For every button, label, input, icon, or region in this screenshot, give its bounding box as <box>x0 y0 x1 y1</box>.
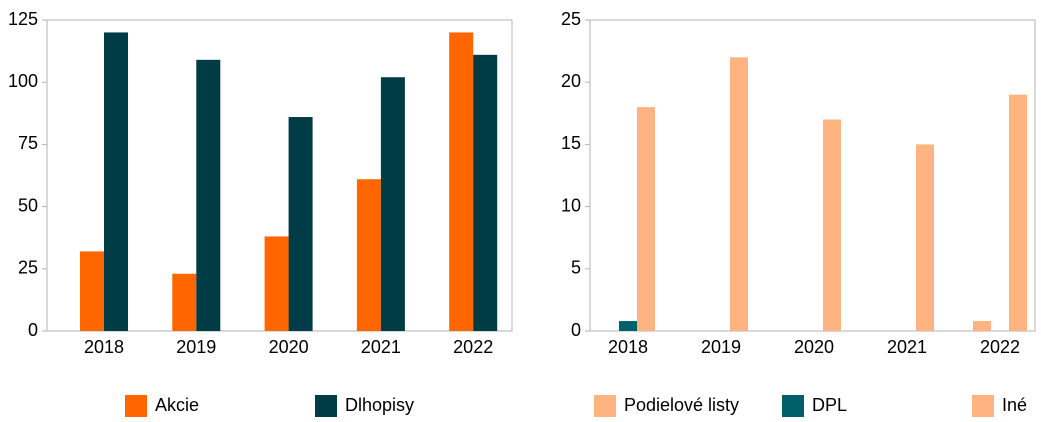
bar <box>172 273 197 331</box>
bar <box>619 321 637 331</box>
legend-label: Akcie <box>155 395 199 415</box>
x-tick-label: 2018 <box>84 337 124 357</box>
legend-label: Iné <box>1002 395 1027 415</box>
y-tick-label: 0 <box>571 320 581 340</box>
legend-swatch <box>315 395 337 417</box>
x-tick-label: 2022 <box>453 337 493 357</box>
legend-swatch <box>782 395 804 417</box>
x-tick-label: 2021 <box>887 337 927 357</box>
bar <box>973 321 991 331</box>
x-tick-label: 2019 <box>701 337 741 357</box>
bar <box>380 77 405 331</box>
bar <box>1009 94 1027 331</box>
bar <box>730 57 748 331</box>
legend-swatch <box>125 395 147 417</box>
x-tick-label: 2022 <box>980 337 1020 357</box>
bar <box>916 144 934 331</box>
bar <box>288 117 313 331</box>
legend-label: Podielové listy <box>624 395 739 415</box>
y-tick-label: 10 <box>561 195 581 215</box>
bar <box>473 54 498 331</box>
bar <box>264 236 289 331</box>
y-tick-label: 125 <box>8 9 38 29</box>
y-tick-label: 20 <box>561 71 581 91</box>
y-tick-label: 0 <box>28 320 38 340</box>
x-tick-label: 2019 <box>176 337 216 357</box>
legend-swatch <box>594 395 616 417</box>
legend-swatch <box>972 395 994 417</box>
legend-label: Dlhopisy <box>345 395 414 415</box>
y-tick-label: 25 <box>561 9 581 29</box>
x-tick-label: 2021 <box>361 337 401 357</box>
x-tick-label: 2020 <box>269 337 309 357</box>
y-tick-label: 15 <box>561 133 581 153</box>
bar <box>637 107 655 331</box>
x-tick-label: 2020 <box>794 337 834 357</box>
y-tick-label: 50 <box>18 195 38 215</box>
legend-label: DPL <box>812 395 847 415</box>
bar <box>823 119 841 332</box>
y-tick-label: 75 <box>18 133 38 153</box>
bar <box>449 32 474 331</box>
bar <box>196 59 221 332</box>
y-tick-label: 25 <box>18 258 38 278</box>
bar <box>356 179 381 331</box>
bar <box>104 32 128 331</box>
plot-frame <box>589 19 1036 332</box>
bar <box>80 251 104 331</box>
y-tick-label: 5 <box>571 258 581 278</box>
y-tick-label: 100 <box>8 71 38 91</box>
x-tick-label: 2018 <box>608 337 648 357</box>
